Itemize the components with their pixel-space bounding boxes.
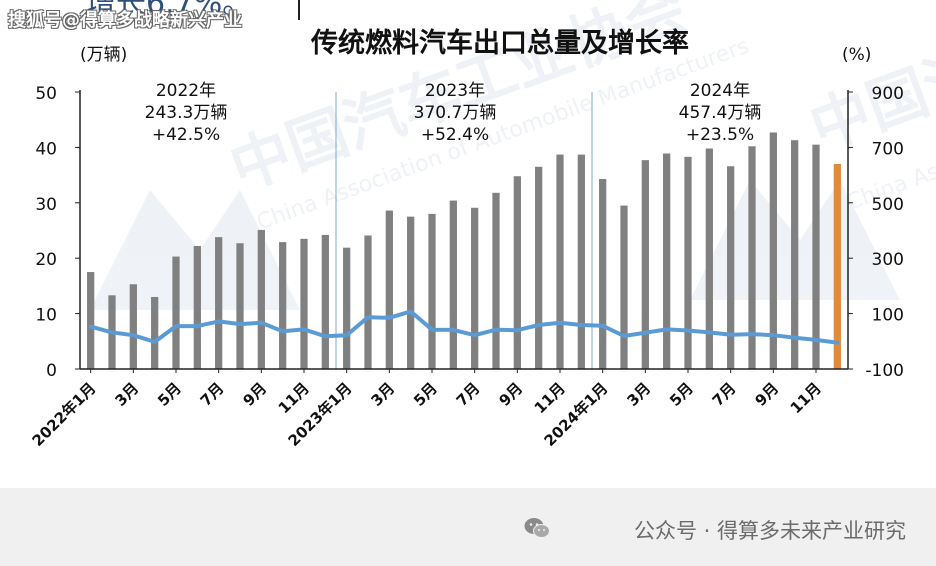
bar-highlight bbox=[833, 164, 841, 369]
annotation-line: +23.5% bbox=[686, 125, 754, 145]
x-tick-label: 5月 bbox=[154, 379, 185, 410]
text-cursor-line bbox=[298, 0, 300, 20]
right-axis-unit-label: (%) bbox=[842, 45, 871, 65]
right-tick-label: 500 bbox=[872, 195, 904, 215]
x-tick-label: 11月 bbox=[787, 379, 825, 417]
annotation-line: 243.3万辆 bbox=[145, 103, 228, 123]
bar bbox=[300, 238, 308, 369]
right-tick-label: -100 bbox=[865, 361, 904, 381]
source-watermark: 搜狐号@得算多战略新兴产业 bbox=[8, 10, 242, 31]
bar bbox=[791, 140, 799, 369]
bar bbox=[87, 272, 95, 369]
x-tick-label: 7月 bbox=[709, 379, 740, 410]
x-tick-label: 5月 bbox=[410, 379, 441, 410]
annotation-line: 370.7万辆 bbox=[414, 103, 497, 123]
left-tick-label: 30 bbox=[35, 195, 57, 215]
right-tick-label: 700 bbox=[872, 139, 904, 159]
bar bbox=[172, 256, 180, 369]
wechat-icon bbox=[524, 518, 550, 538]
bar bbox=[151, 296, 159, 369]
previous-text-fragment: 增长6.7%。 bbox=[86, 0, 253, 21]
x-tick-label: 7月 bbox=[453, 379, 484, 410]
bar bbox=[663, 153, 671, 369]
footer-caption: 公众号 · 得算多未来产业研究 bbox=[633, 519, 906, 543]
bar bbox=[513, 176, 521, 369]
bar bbox=[471, 207, 479, 369]
bar bbox=[727, 166, 735, 369]
bar bbox=[215, 237, 223, 369]
x-tick-label: 9月 bbox=[239, 379, 270, 410]
x-tick-label: 3月 bbox=[623, 379, 654, 410]
bar bbox=[129, 284, 137, 369]
left-tick-label: 0 bbox=[46, 361, 57, 381]
bar bbox=[577, 154, 585, 369]
bar bbox=[449, 200, 457, 369]
bar bbox=[705, 148, 713, 369]
x-tick-label: 9月 bbox=[495, 379, 526, 410]
bar bbox=[385, 210, 393, 369]
left-tick-label: 40 bbox=[35, 139, 57, 159]
annotation-line: +52.4% bbox=[421, 125, 489, 145]
bar bbox=[236, 243, 244, 369]
bar bbox=[641, 160, 649, 369]
footer-bar: 公众号 · 得算多未来产业研究 bbox=[0, 488, 936, 566]
bar bbox=[343, 247, 351, 369]
bar bbox=[193, 246, 201, 369]
bar bbox=[748, 146, 756, 369]
chart: 中国汽车工业协会 China Association of Automobile… bbox=[29, 0, 936, 450]
bar bbox=[279, 242, 287, 369]
growth-rate-line bbox=[88, 309, 840, 345]
right-tick-label: 300 bbox=[872, 250, 904, 270]
left-tick-label: 20 bbox=[35, 250, 57, 270]
bar bbox=[407, 216, 415, 369]
x-tick-label: 5月 bbox=[666, 379, 697, 410]
bar bbox=[769, 132, 777, 369]
bar bbox=[599, 178, 607, 369]
left-axis-unit-label: (万辆) bbox=[80, 45, 127, 65]
left-tick-label: 10 bbox=[35, 306, 57, 326]
right-tick-label: 100 bbox=[872, 306, 904, 326]
annotation-line: 2022年 bbox=[156, 81, 216, 101]
x-tick-label: 9月 bbox=[751, 379, 782, 410]
bar bbox=[812, 144, 820, 369]
bar bbox=[321, 234, 329, 369]
x-tick-label: 3月 bbox=[367, 379, 398, 410]
bar bbox=[556, 154, 564, 369]
bar bbox=[684, 156, 692, 369]
x-tick-label: 3月 bbox=[111, 379, 142, 410]
x-tick-label: 11月 bbox=[531, 379, 569, 417]
annotation-line: +42.5% bbox=[152, 125, 220, 145]
chart-title: 传统燃料汽车出口总量及增长率 bbox=[310, 27, 689, 59]
annotation-line: 2024年 bbox=[690, 81, 750, 101]
bar bbox=[257, 229, 265, 369]
bar bbox=[364, 235, 372, 369]
left-tick-label: 50 bbox=[35, 84, 57, 104]
x-tick-label: 2022年1月 bbox=[29, 379, 100, 450]
x-tick-label: 7月 bbox=[197, 379, 228, 410]
bar bbox=[428, 213, 436, 369]
annotation-line: 457.4万辆 bbox=[679, 103, 762, 123]
bar bbox=[620, 205, 628, 369]
bar bbox=[492, 192, 500, 369]
right-tick-label: 900 bbox=[872, 84, 904, 104]
bar bbox=[535, 166, 543, 369]
annotation-line: 2023年 bbox=[425, 81, 485, 101]
x-tick-label: 11月 bbox=[275, 379, 313, 417]
